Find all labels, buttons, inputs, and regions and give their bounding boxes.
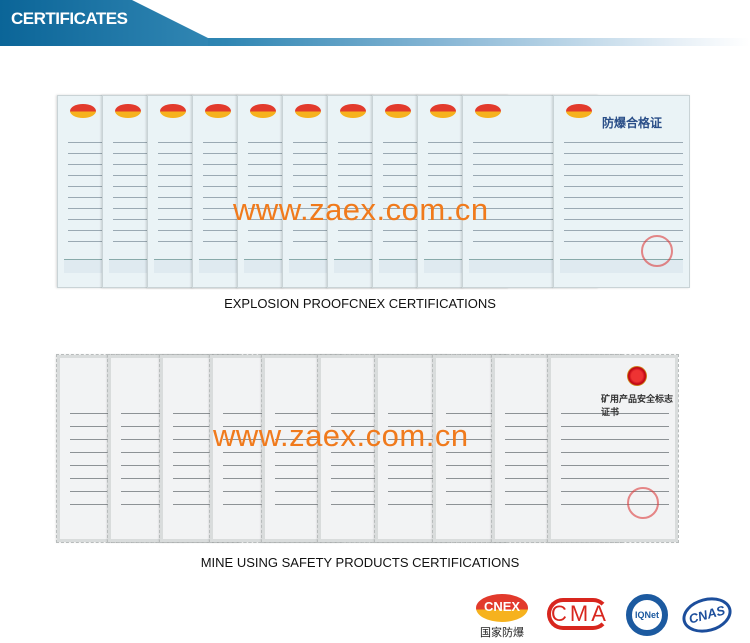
cnex-logo-icon	[160, 104, 186, 118]
cnex-logo-icon	[385, 104, 411, 118]
cnex-logo-icon	[430, 104, 456, 118]
cnex-logo-icon	[205, 104, 231, 118]
certificate-card[interactable]: 防爆合格证	[553, 95, 690, 288]
section-header: CERTIFICATES	[0, 0, 750, 46]
cnex-logo-icon	[340, 104, 366, 118]
cnex-logo-icon	[475, 104, 501, 118]
cnex-logo-icon	[115, 104, 141, 118]
header-title: CERTIFICATES	[11, 9, 128, 28]
cnas-logo: CNAS	[678, 592, 736, 638]
cnex-certificates-strip: 防爆合格证	[57, 95, 690, 288]
certificate-text-lines	[564, 136, 683, 246]
cnex-logo-icon	[566, 104, 592, 118]
mine-safety-certificates-strip: 矿用产品安全标志证书	[56, 354, 679, 543]
certificate-title: 防爆合格证	[602, 116, 663, 130]
cma-logo: CMA	[547, 598, 609, 630]
cnex-logo-subtitle: 国家防爆	[480, 627, 524, 639]
watermark: www.zaex.com.cn	[213, 418, 469, 453]
cnex-logo: CNEX 国家防爆	[476, 594, 528, 640]
emblem-icon	[627, 366, 647, 386]
cnex-logo-icon	[250, 104, 276, 118]
watermark: www.zaex.com.cn	[233, 192, 489, 227]
cnex-logo-icon	[70, 104, 96, 118]
cnex-caption: EXPLOSION PROOFCNEX CERTIFICATIONS	[224, 296, 496, 311]
cnex-logo-mark: CNEX	[476, 594, 528, 622]
certificate-card[interactable]: 矿用产品安全标志证书	[547, 354, 679, 543]
header-gradient-bar	[0, 38, 750, 46]
seal-icon	[627, 487, 659, 519]
cnex-logo-icon	[295, 104, 321, 118]
certificate-title: 矿用产品安全标志证书	[601, 395, 674, 418]
seal-icon	[641, 235, 673, 267]
iqnet-logo: IQNet	[626, 594, 668, 636]
mine-safety-caption: MINE USING SAFETY PRODUCTS CERTIFICATION…	[200, 555, 520, 570]
